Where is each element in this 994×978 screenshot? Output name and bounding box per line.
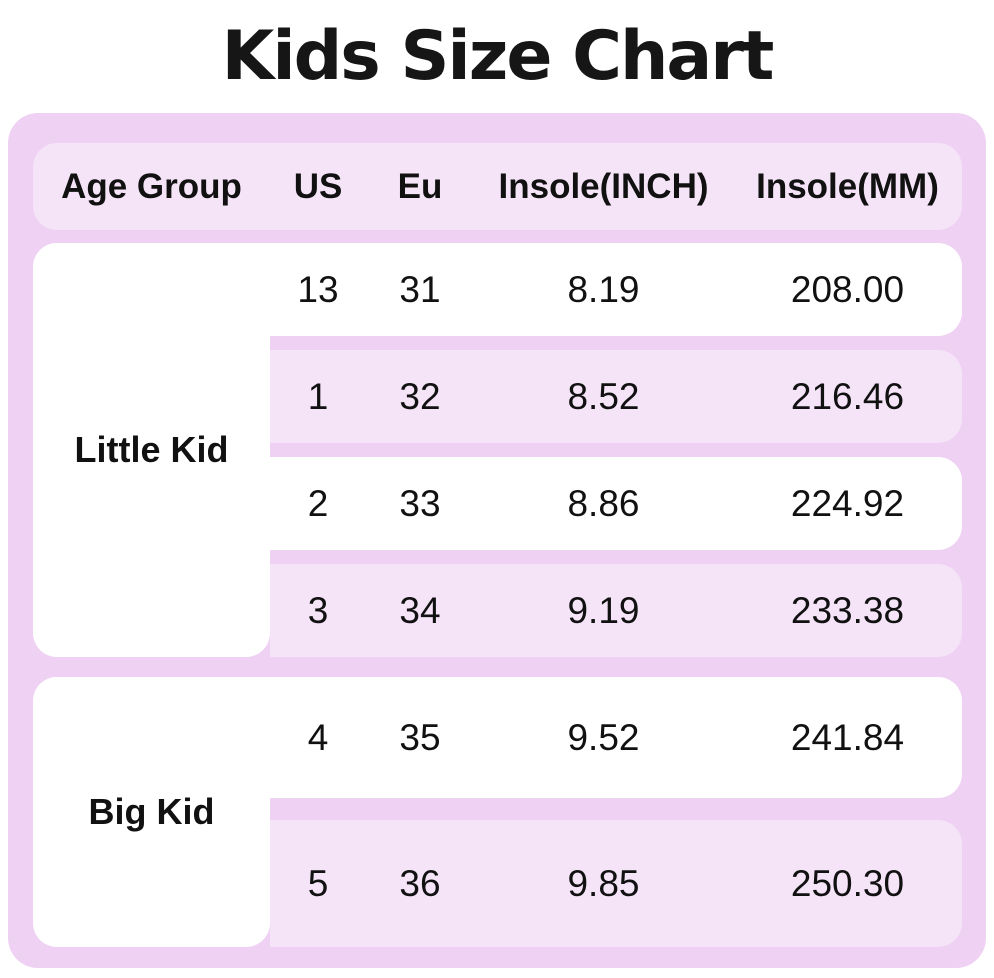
cell-insole-inch: 9.52 [567, 716, 640, 758]
cell-us: 5 [307, 862, 329, 904]
table-header: Age Group US Eu Insole(INCH) Insole(MM) [33, 143, 962, 230]
age-group-label-little-kid: Little Kid [33, 243, 270, 657]
header-age-group: Age Group [61, 166, 242, 206]
group-little-kid: Little Kid 13 31 8.19 208.00 1 32 8.52 2… [33, 243, 962, 657]
cell-insole-inch: 8.86 [567, 482, 640, 524]
header-insole-mm: Insole(MM) [756, 166, 939, 206]
size-chart-panel: Age Group US Eu Insole(INCH) Insole(MM) … [8, 113, 986, 968]
page-title: Kids Size Chart [221, 17, 775, 96]
cell-insole-mm: 233.38 [790, 589, 905, 631]
cell-eu: 31 [399, 268, 441, 310]
header-insole-inch: Insole(INCH) [498, 166, 709, 206]
cell-eu: 35 [399, 716, 441, 758]
group-big-kid: Big Kid 4 35 9.52 241.84 5 36 9.85 250.3… [33, 677, 962, 947]
cell-us: 4 [307, 716, 329, 758]
header-us: US [293, 166, 343, 206]
table-row: 3 34 9.19 233.38 [270, 564, 962, 657]
cell-insole-mm: 241.84 [790, 716, 905, 758]
cell-us: 3 [307, 589, 329, 631]
cell-insole-mm: 224.92 [790, 482, 905, 524]
cell-insole-inch: 9.19 [567, 589, 640, 631]
cell-insole-inch: 8.19 [567, 268, 640, 310]
age-group-label-big-kid: Big Kid [33, 677, 270, 947]
cell-insole-inch: 9.85 [567, 862, 640, 904]
cell-insole-inch: 8.52 [567, 375, 640, 417]
header-eu: Eu [397, 166, 443, 206]
cell-us: 13 [297, 268, 339, 310]
table-row: 1 32 8.52 216.46 [270, 350, 962, 443]
cell-insole-mm: 216.46 [790, 375, 905, 417]
cell-eu: 34 [399, 589, 441, 631]
cell-eu: 33 [399, 482, 441, 524]
cell-us: 2 [307, 482, 329, 524]
cell-us: 1 [307, 375, 329, 417]
cell-insole-mm: 208.00 [790, 268, 905, 310]
cell-insole-mm: 250.30 [790, 862, 905, 904]
cell-eu: 32 [399, 375, 441, 417]
cell-eu: 36 [399, 862, 441, 904]
table-row: 5 36 9.85 250.30 [270, 820, 962, 947]
title-bar: Kids Size Chart [0, 0, 994, 113]
